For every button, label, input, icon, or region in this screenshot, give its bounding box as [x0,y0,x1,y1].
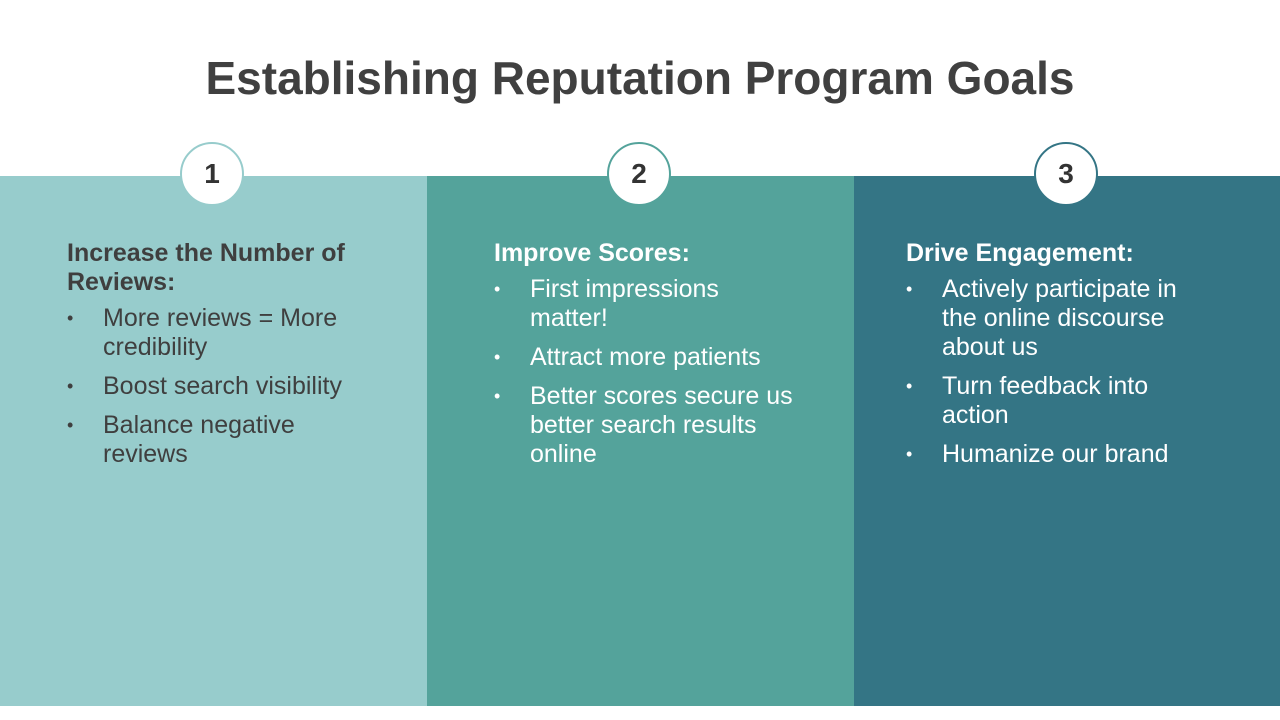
goal-list-item: • First impressions matter! [494,275,794,333]
step-number-badge-3: 3 [1034,142,1098,206]
goal-list: • More reviews = More credibility • Boost … [67,304,357,469]
goal-item-text: Boost search visibility [103,372,342,400]
goal-list-item: • Turn feedback into action [906,372,1216,430]
bullet-icon: • [906,279,913,299]
bullet-icon: • [494,386,501,406]
goal-list-item: • Actively participate in the online disc… [906,275,1216,362]
goal-heading: Increase the Number of Reviews: [67,239,345,296]
bullet-icon: • [494,347,501,367]
goal-column-2: Improve Scores: • First impressions matte… [427,176,854,706]
goal-column-1: Increase the Number of Reviews: • More re… [0,176,427,706]
goal-item-text: Attract more patients [530,343,761,371]
goal-list-item: • Better scores secure us better search r… [494,382,794,469]
slide-title: Establishing Reputation Program Goals [205,52,1075,104]
goal-list-item: • Balance negative reviews [67,411,357,469]
goal-column-content: Improve Scores: • First impressions matte… [494,239,794,479]
goal-column-content: Increase the Number of Reviews: • More re… [67,239,357,479]
goal-item-text: First impressions matter! [530,275,719,332]
bullet-icon: • [906,376,913,396]
bullet-icon: • [906,444,913,464]
bullet-icon: • [67,415,74,435]
goal-list-item: • Humanize our brand [906,440,1216,469]
goal-item-text: Humanize our brand [942,440,1169,468]
goal-heading: Drive Engagement: [906,239,1134,267]
goal-list-item: • Attract more patients [494,343,794,372]
goal-item-text: More reviews = More credibility [103,304,338,361]
goal-list: • First impressions matter! • Attract more… [494,275,794,469]
goal-list-item: • Boost search visibility [67,372,357,401]
goal-columns: Increase the Number of Reviews: • More re… [0,176,1280,706]
bullet-icon: • [67,376,74,396]
goal-list: • Actively participate in the online disc… [906,275,1216,469]
goal-column-3: Drive Engagement: • Actively participate … [854,176,1280,706]
step-number-badge-1: 1 [180,142,244,206]
goal-list-item: • More reviews = More credibility [67,304,357,362]
goal-item-text: Turn feedback into action [942,372,1149,429]
goal-item-text: Actively participate in the online disco… [942,275,1177,361]
goal-heading: Improve Scores: [494,239,690,267]
step-number-badge-2: 2 [607,142,671,206]
bullet-icon: • [494,279,501,299]
bullet-icon: • [67,308,74,328]
goal-column-content: Drive Engagement: • Actively participate … [906,239,1216,479]
goal-item-text: Balance negative reviews [103,411,295,468]
goal-item-text: Better scores secure us better search re… [530,382,793,468]
